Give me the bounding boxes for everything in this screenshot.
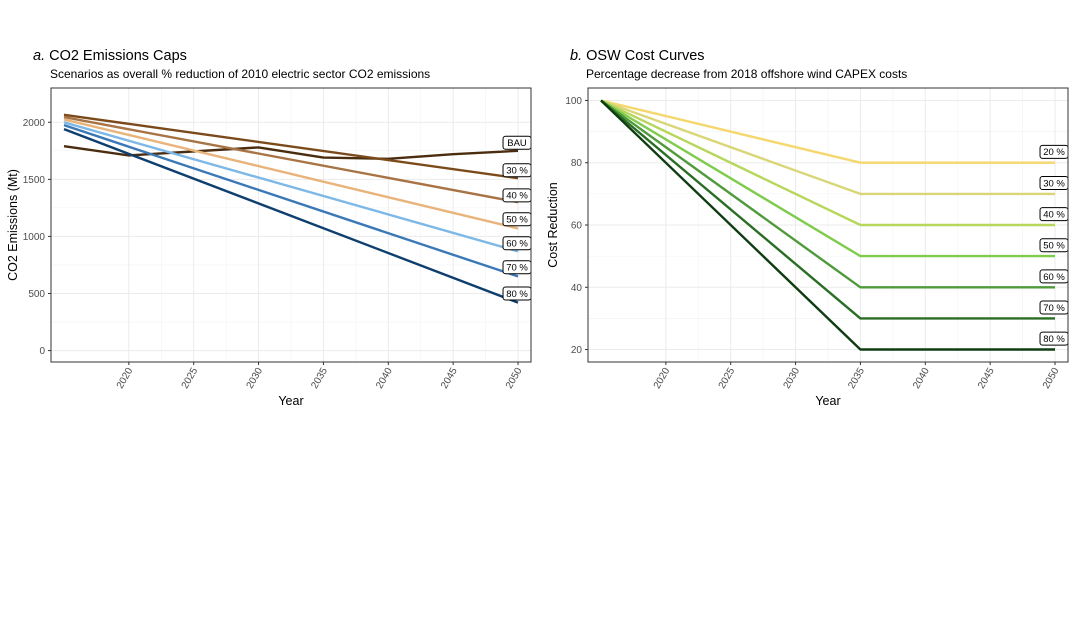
series-label: 70 % [502, 260, 532, 275]
series-line [63, 118, 519, 230]
x-tick-label: 2040 [911, 366, 932, 391]
panel-b-y-axis-label: Cost Reduction [546, 182, 560, 268]
x-tick-label: 2030 [782, 366, 803, 391]
y-tick-label: 60 [571, 221, 583, 232]
x-tick-label: 2025 [717, 366, 738, 391]
panel-a-series-lines [63, 113, 519, 304]
series-label: 40 % [1039, 207, 1069, 222]
y-tick-label: 0 [39, 346, 45, 357]
panel-b-series-lines [600, 99, 1055, 351]
series-label: 40 % [502, 188, 532, 203]
series-label-text: 70 % [506, 263, 528, 274]
series-label-text: 40 % [1043, 210, 1065, 221]
x-tick-label: 2020 [115, 366, 136, 391]
series-label: 80 % [502, 286, 532, 301]
series-label-text: 20 % [1043, 147, 1065, 158]
x-tick-label: 2025 [180, 366, 201, 391]
series-label-text: 70 % [1043, 303, 1065, 314]
panel-b-subtitle: Percentage decrease from 2018 offshore w… [586, 67, 907, 81]
y-tick-label: 1500 [23, 175, 46, 186]
x-tick-label: 2045 [439, 366, 460, 391]
series-line [600, 99, 1055, 351]
panel-b-x-axis-label: Year [815, 394, 840, 408]
series-label-text: BAU [507, 138, 527, 149]
series-label: 50 % [502, 212, 532, 227]
y-tick-label: 2000 [23, 118, 46, 129]
series-label-text: 80 % [1043, 334, 1065, 345]
panel-a-plot-frame [50, 87, 532, 363]
series-label-text: 30 % [506, 166, 528, 177]
panel-b-series-labels: 20 % 30 % 40 % 50 % 60 % 70 % 80 % [1039, 144, 1069, 346]
x-tick-label: 2045 [976, 366, 997, 391]
series-label-text: 60 % [506, 239, 528, 250]
series-line [63, 123, 519, 278]
series-label: 20 % [1039, 144, 1069, 159]
x-tick-label: 2030 [245, 366, 266, 391]
series-label: 30 % [502, 163, 532, 178]
y-tick-label: 500 [28, 289, 45, 300]
series-label: BAU [502, 135, 532, 150]
series-line [63, 121, 519, 253]
panel-a-emissions-caps: a. CO2 Emissions Caps Scenarios as overal… [6, 48, 532, 408]
x-tick-label: 2035 [309, 366, 330, 391]
series-label-text: 40 % [506, 191, 528, 202]
series-label: 80 % [1039, 331, 1069, 346]
series-label: 50 % [1039, 238, 1069, 253]
panel-b-cost-curves: b. OSW Cost Curves Percentage decrease fr… [546, 48, 1069, 408]
y-tick-label: 20 [571, 345, 583, 356]
series-label: 70 % [1039, 300, 1069, 315]
series-label-text: 30 % [1043, 178, 1065, 189]
panel-a-title: a. CO2 Emissions Caps [33, 48, 187, 64]
series-line [63, 127, 519, 304]
x-tick-label: 2020 [652, 366, 673, 391]
series-label-text: 80 % [506, 289, 528, 300]
series-line [63, 145, 519, 161]
series-label: 60 % [502, 236, 532, 251]
y-tick-label: 1000 [23, 232, 46, 243]
panel-b-title: b. OSW Cost Curves [570, 48, 705, 64]
series-label-text: 50 % [1043, 241, 1065, 252]
series-label: 60 % [1039, 269, 1069, 284]
x-tick-label: 2050 [1041, 366, 1062, 391]
series-line [63, 113, 519, 180]
series-label-text: 50 % [506, 215, 528, 226]
x-tick-label: 2040 [374, 366, 395, 391]
y-tick-label: 100 [565, 96, 582, 107]
y-tick-label: 80 [571, 158, 583, 169]
series-line [63, 115, 519, 204]
panel-a-y-axis-label: CO2 Emissions (Mt) [6, 169, 20, 281]
series-line [600, 99, 1055, 320]
panel-a-subtitle: Scenarios as overall % reduction of 2010… [50, 67, 430, 81]
x-tick-label: 2050 [504, 366, 525, 391]
series-line [600, 99, 1055, 289]
y-tick-label: 40 [571, 283, 583, 294]
x-tick-label: 2035 [846, 366, 867, 391]
panel-a-x-axis-label: Year [278, 394, 303, 408]
series-label-text: 60 % [1043, 272, 1065, 283]
series-line [600, 99, 1055, 196]
series-line [600, 99, 1055, 164]
series-label: 30 % [1039, 175, 1069, 190]
series-line [600, 99, 1055, 227]
series-line [600, 99, 1055, 258]
